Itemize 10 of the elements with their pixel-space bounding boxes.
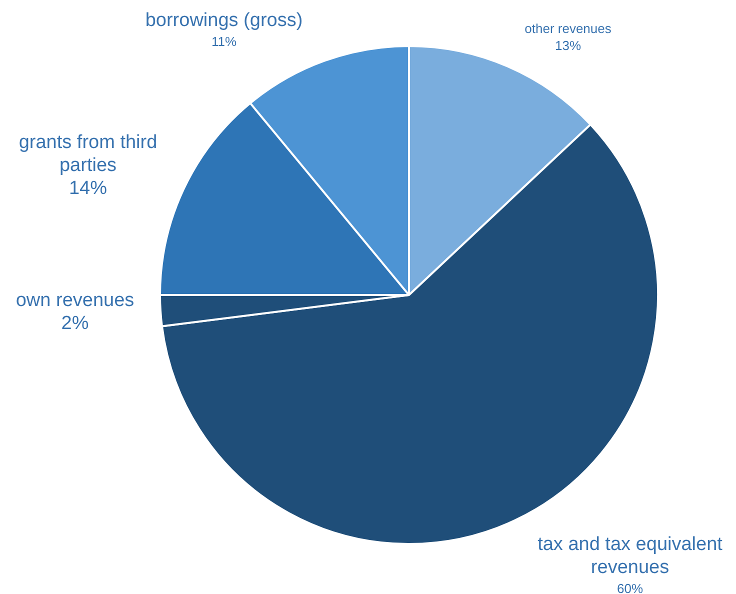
data-label: 13% [554,38,582,53]
data-label: 14% [68,178,108,199]
slice-label: grants from third parties [18,132,158,176]
slice-label: own revenues [16,290,134,311]
data-label: 60% [616,581,644,594]
slice-label: borrowings (gross) [145,10,303,31]
slice-label: other revenues [524,21,612,36]
data-label: 11% [211,34,237,49]
slice-label: tax and tax equivalent revenues [538,534,724,578]
data-label: 2% [61,313,89,334]
